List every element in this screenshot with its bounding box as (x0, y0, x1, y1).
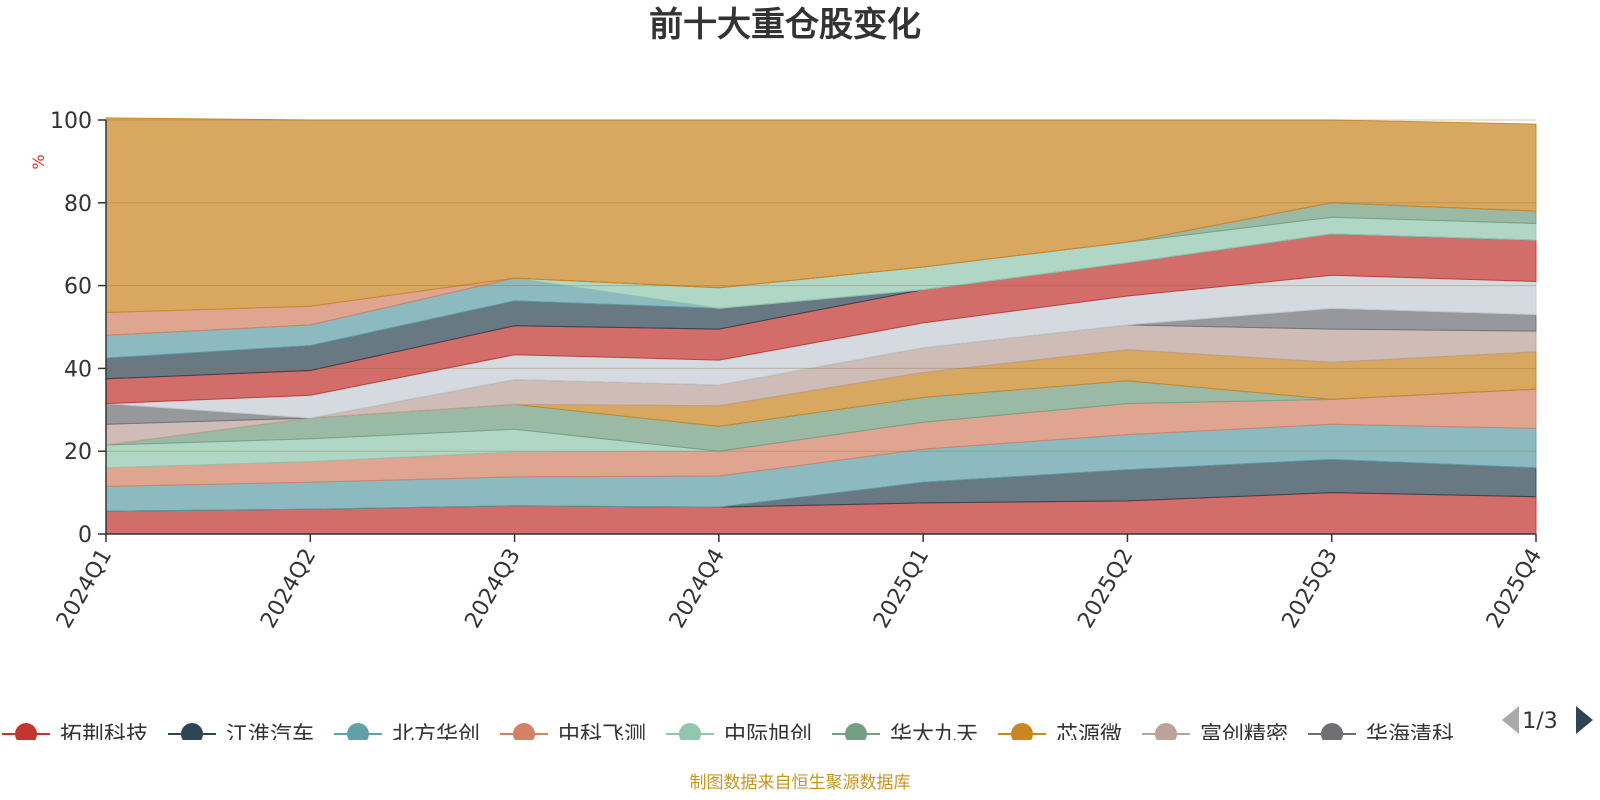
y-tick-label: 20 (64, 440, 92, 465)
legend-marker (679, 723, 701, 740)
legend-item-江淮汽车[interactable]: 江淮汽车 (168, 723, 314, 748)
legend-item-中际旭创[interactable]: 中际旭创 (666, 723, 812, 748)
legend-item-华大九天[interactable]: 华大九天 (832, 723, 978, 748)
legend-item-富创精密[interactable]: 富创精密 (1142, 723, 1288, 748)
y-tick-label: 60 (64, 275, 92, 300)
legend-item-拓荆科技[interactable]: 拓荆科技 (2, 723, 148, 748)
legend-label: 富创精密 (1200, 723, 1288, 748)
y-tick-label: 40 (64, 357, 92, 382)
legend-label: 华大九天 (890, 723, 978, 748)
area-其他[interactable] (105, 117, 1537, 314)
x-tick-label: 2025Q3 (1278, 545, 1343, 633)
chart-title: 前十大重仓股变化 (649, 5, 921, 45)
legend: 拓荆科技 江淮汽车 北方华创 中科飞测 中际旭创 华大九天 芯源微 富创精密 华海清科 (2, 723, 1454, 748)
legend-marker (15, 723, 37, 740)
legend-page-indicator: 1/3 (1522, 709, 1557, 734)
x-tick-label: 2025Q4 (1482, 545, 1547, 633)
legend-marker (513, 723, 535, 740)
triangle-left-icon[interactable] (1502, 706, 1519, 734)
legend-marker (1321, 723, 1343, 740)
y-tick-label: 100 (50, 109, 92, 134)
data-source-note: 制图数据来自恒生聚源数据库 (690, 773, 911, 793)
legend-item-中科飞测[interactable]: 中科飞测 (500, 723, 646, 748)
legend-label: 中际旭创 (724, 723, 812, 748)
y-tick-label: 0 (78, 523, 92, 548)
legend-label: 中科飞测 (558, 723, 646, 748)
grid-lines (106, 119, 1536, 452)
y-tick-label: 80 (64, 192, 92, 217)
legend-label: 江淮汽车 (226, 723, 314, 748)
x-tick-label: 2024Q1 (52, 545, 117, 633)
legend-marker (845, 723, 867, 740)
legend-label: 芯源微 (1056, 723, 1122, 748)
legend-label: 拓荆科技 (60, 723, 148, 748)
y-axis-unit-label: % (29, 154, 48, 169)
legend-marker (181, 723, 203, 740)
x-tick-label: 2024Q3 (460, 545, 525, 633)
x-tick-label: 2025Q2 (1073, 545, 1138, 633)
legend-item-北方华创[interactable]: 北方华创 (334, 723, 480, 748)
area-series-group (105, 117, 1537, 535)
legend-marker (347, 723, 369, 740)
triangle-right-icon[interactable] (1576, 706, 1593, 734)
legend-label: 北方华创 (392, 723, 480, 748)
legend-label: 华海清科 (1366, 723, 1454, 748)
x-tick-label: 2024Q4 (665, 545, 730, 633)
legend-pager: 1/3 (1502, 706, 1593, 734)
legend-item-芯源微[interactable]: 芯源微 (998, 723, 1122, 748)
x-tick-label: 2024Q2 (256, 545, 321, 633)
legend-marker (1155, 723, 1177, 740)
x-tick-label: 2025Q1 (869, 545, 934, 633)
legend-marker (1011, 723, 1033, 740)
legend-item-华海清科[interactable]: 华海清科 (1308, 723, 1454, 748)
legend-items: 拓荆科技 江淮汽车 北方华创 中科飞测 中际旭创 华大九天 芯源微 富创精密 华海清科 (2, 723, 1454, 748)
